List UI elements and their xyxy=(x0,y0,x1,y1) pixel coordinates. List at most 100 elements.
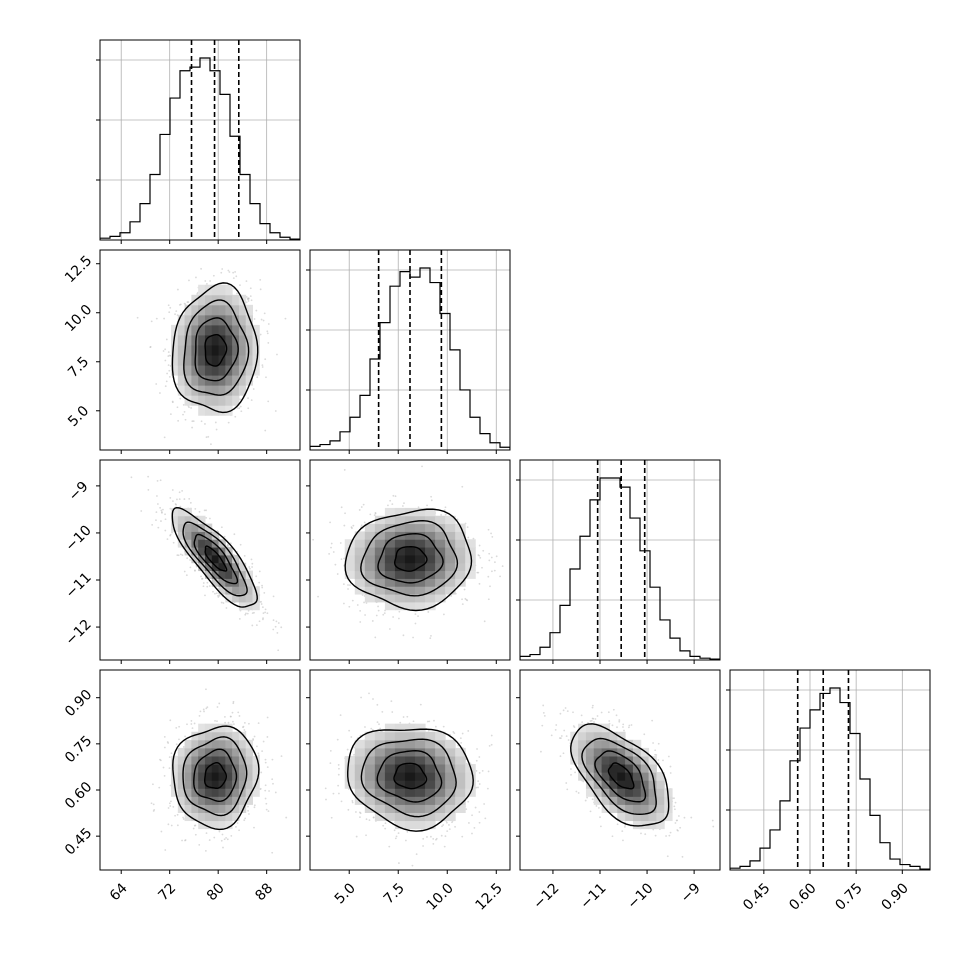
density-cell xyxy=(198,515,206,525)
scatter-point xyxy=(167,351,170,353)
scatter-point xyxy=(253,806,256,809)
density-cell xyxy=(225,395,233,406)
scatter-point xyxy=(266,716,269,719)
scatter-point xyxy=(200,267,202,270)
density-cell xyxy=(232,314,240,326)
scatter-point xyxy=(191,426,194,429)
scatter-point xyxy=(238,407,241,410)
density-cell xyxy=(252,601,260,611)
scatter-point xyxy=(329,749,332,752)
density-cell xyxy=(198,731,206,741)
scatter-point xyxy=(392,494,395,497)
scatter-point xyxy=(248,813,250,815)
density-cell xyxy=(238,365,247,376)
scatter-point xyxy=(487,528,490,531)
density-cell xyxy=(211,780,220,789)
scatter-point xyxy=(330,542,333,545)
scatter-point xyxy=(209,280,212,282)
scatter-point xyxy=(182,816,185,819)
scatter-point xyxy=(493,569,496,572)
scatter-point xyxy=(379,727,382,730)
scatter-point xyxy=(267,342,270,344)
scatter-point xyxy=(194,833,197,836)
density-cell xyxy=(218,586,226,595)
density-cell xyxy=(204,755,213,765)
density-cell xyxy=(211,385,220,396)
density-cell xyxy=(191,554,199,564)
scatter-point xyxy=(264,789,267,792)
scatter-point xyxy=(258,620,261,623)
scatter-point xyxy=(324,787,327,790)
density-cell xyxy=(404,562,416,572)
density-cell xyxy=(184,772,192,781)
density-cell xyxy=(218,739,226,749)
scatter-point xyxy=(487,575,490,578)
density-cell xyxy=(218,812,226,822)
scatter-point xyxy=(185,574,188,577)
density-cell xyxy=(425,570,436,579)
density-cell xyxy=(191,739,199,749)
density-cell xyxy=(455,570,466,579)
density-cell xyxy=(218,772,226,781)
density-cell xyxy=(384,554,396,564)
scatter-point xyxy=(377,605,379,608)
density-cell xyxy=(374,547,386,556)
scatter-point xyxy=(271,778,274,781)
scatter-point xyxy=(206,706,209,709)
scatter-point xyxy=(218,594,221,597)
scatter-point xyxy=(220,839,223,842)
scatter-point xyxy=(248,566,251,568)
density-cell xyxy=(445,531,456,540)
density-cell xyxy=(171,355,179,366)
scatter-point xyxy=(220,601,223,604)
scatter-point xyxy=(265,376,267,379)
density-cell xyxy=(425,562,436,572)
density-cell xyxy=(364,586,376,595)
density-cell xyxy=(238,355,247,366)
density-cell xyxy=(177,365,186,376)
scatter-point xyxy=(478,582,481,585)
density-cell xyxy=(394,586,406,595)
density-cell xyxy=(218,570,226,579)
density-cell xyxy=(384,570,396,579)
density-cell xyxy=(225,570,233,579)
density-cell xyxy=(232,812,240,822)
plot-area xyxy=(136,267,287,446)
scatter-point xyxy=(264,608,267,611)
scatter-point xyxy=(412,636,414,639)
scatter-point xyxy=(394,495,397,498)
density-cell xyxy=(238,375,247,386)
scatter-point xyxy=(214,720,216,722)
density-cell xyxy=(184,812,192,822)
density-cell xyxy=(184,764,192,773)
density-cell xyxy=(191,547,199,556)
scatter-point xyxy=(202,585,205,588)
x-tick-label: 88 xyxy=(252,880,276,904)
scatter-point xyxy=(152,783,154,786)
scatter-point xyxy=(489,585,491,588)
scatter-point xyxy=(206,581,209,584)
density-cell xyxy=(204,820,213,830)
density-cell xyxy=(344,547,356,556)
contour-line xyxy=(193,748,238,802)
scatter-point xyxy=(488,559,491,562)
density-cell xyxy=(225,731,233,741)
density-cell xyxy=(364,523,376,532)
density-cell xyxy=(191,747,199,757)
density-cell xyxy=(204,780,213,789)
scatter-point xyxy=(165,338,168,341)
density-cell xyxy=(374,539,386,548)
density-cell xyxy=(394,554,406,564)
density-cell xyxy=(191,731,199,741)
density-cell xyxy=(465,554,476,564)
scatter-point xyxy=(484,817,487,820)
scatter-point xyxy=(461,835,464,838)
density-cell xyxy=(184,515,192,525)
scatter-point xyxy=(160,509,163,512)
density-cell xyxy=(211,324,220,336)
scatter-point xyxy=(204,849,207,852)
density-cell xyxy=(211,578,220,587)
density-cell xyxy=(425,601,436,611)
density-cell xyxy=(344,554,356,564)
y-tick-label: −9 xyxy=(66,479,92,505)
